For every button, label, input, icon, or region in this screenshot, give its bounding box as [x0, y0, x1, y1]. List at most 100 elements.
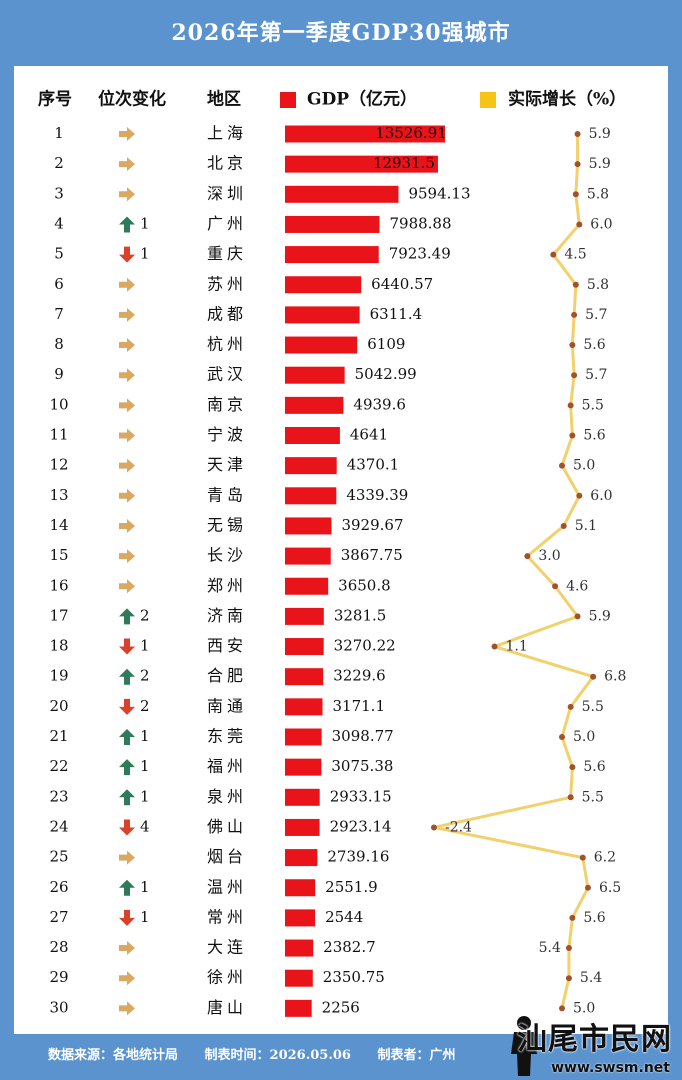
- growth-label: -2.4: [445, 819, 472, 835]
- rank-change-value: 1: [140, 757, 150, 775]
- rank-number: 17: [49, 606, 68, 624]
- city-name: 长沙: [207, 546, 247, 565]
- gdp-bar: [285, 366, 345, 384]
- city-name: 常州: [207, 907, 247, 926]
- city-name: 郑州: [207, 576, 247, 595]
- rank-change-value: 1: [140, 214, 150, 232]
- growth-label: 5.9: [589, 126, 611, 142]
- city-name: 西安: [207, 636, 247, 655]
- table-row: 4 1 广州 7988.88: [54, 214, 452, 233]
- table-row: 29 徐州 2350.75: [49, 968, 385, 987]
- arrow-right-icon: [119, 187, 135, 202]
- growth-point: [579, 854, 586, 861]
- growth-label: 6.8: [604, 669, 626, 685]
- rank-change-value: 2: [140, 667, 150, 685]
- gdp-bar: [285, 577, 329, 595]
- gdp-label: 3229.6: [333, 667, 386, 685]
- growth-label: 5.4: [580, 970, 602, 986]
- header-region: 地区: [207, 89, 241, 110]
- footer: 数据来源：各地统计局 制表时间：2026.05.06 制表者：广州: [48, 1044, 478, 1068]
- growth-point: [559, 734, 565, 740]
- gdp-bar: [285, 607, 324, 625]
- table-row: 13 青岛 4339.39: [49, 485, 408, 505]
- rank-change-value: 1: [140, 637, 150, 655]
- gdp-bar: [285, 457, 337, 475]
- gdp-label: 2923.14: [330, 817, 392, 835]
- gdp-label: 4641: [350, 426, 388, 444]
- legend-gdp-swatch: [280, 92, 296, 108]
- gdp-bar: [285, 939, 314, 957]
- gdp-label: 13526.91: [375, 124, 447, 142]
- rank-number: 3: [54, 184, 64, 202]
- growth-point: [576, 492, 583, 499]
- rank-number: 25: [49, 848, 68, 866]
- arrow-down-icon: [119, 909, 135, 926]
- gdp-bar: [285, 185, 399, 203]
- gdp-label: 5042.99: [355, 365, 417, 383]
- growth-point: [569, 764, 576, 771]
- gdp-bar: [285, 276, 362, 294]
- arrow-right-icon: [119, 307, 135, 322]
- arrow-right-icon: [119, 338, 135, 353]
- gdp-label: 12931.5: [373, 154, 435, 172]
- growth-label: 5.6: [583, 337, 605, 353]
- rank-number: 13: [49, 486, 68, 504]
- growth-point: [565, 975, 572, 982]
- growth-point: [559, 462, 565, 469]
- rank-number: 4: [54, 214, 64, 232]
- table-row: 5 1 重庆 7923.49: [54, 244, 451, 264]
- arrow-up-icon: [119, 729, 135, 745]
- growth-point: [491, 643, 498, 650]
- gdp-label: 2350.75: [323, 968, 385, 986]
- growth-point: [550, 251, 557, 258]
- city-name: 无锡: [207, 515, 247, 534]
- rank-number: 11: [49, 426, 68, 444]
- watermark-text: 汕尾市民网: [517, 1022, 672, 1057]
- city-name: 合肥: [207, 666, 247, 685]
- growth-point: [559, 1005, 565, 1012]
- growth-point: [569, 342, 576, 349]
- growth-point: [574, 613, 581, 620]
- watermark: 汕尾市民网 www.swsm.net: [504, 1014, 674, 1076]
- city-name: 宁波: [207, 425, 247, 444]
- growth-label: 5.5: [582, 699, 604, 715]
- city-name: 苏州: [207, 274, 247, 293]
- gdp-bar: [285, 728, 322, 746]
- arrow-right-icon: [119, 157, 135, 172]
- growth-label: 5.8: [587, 186, 609, 202]
- rank-change-value: 2: [140, 697, 150, 715]
- growth-point: [572, 191, 579, 198]
- city-name: 泉州: [207, 787, 247, 806]
- table-row: 14 无锡 3929.67: [49, 515, 404, 535]
- table-row: 9 武汉 5042.99: [54, 365, 417, 384]
- header-rank: 序号: [38, 89, 72, 110]
- gdp-bar: [285, 818, 320, 836]
- watermark-url: www.swsm.net: [551, 1060, 670, 1076]
- growth-label: 5.5: [582, 397, 604, 413]
- gdp-label: 2551.9: [325, 878, 378, 896]
- arrow-down-icon: [119, 819, 135, 836]
- city-name: 上海: [207, 124, 247, 143]
- growth-point: [567, 703, 574, 710]
- arrow-up-icon: [119, 668, 135, 685]
- growth-label: 4.5: [564, 247, 586, 263]
- growth-point: [572, 281, 579, 288]
- growth-label: 5.9: [589, 156, 611, 172]
- growth-label: 5.6: [583, 910, 605, 926]
- table-row: 3 深圳 9594.13: [54, 184, 471, 203]
- rank-number: 22: [49, 757, 68, 775]
- arrow-up-icon: [119, 789, 135, 806]
- city-name: 南通: [207, 696, 247, 715]
- gdp-bar: [285, 758, 322, 776]
- growth-point: [560, 522, 567, 529]
- page-title: 2026年第一季度GDP30强城市: [171, 20, 511, 46]
- table-row: 17 2 济南 3281.5: [49, 606, 386, 625]
- growth-label: 1.1: [506, 639, 528, 655]
- growth-point: [430, 824, 437, 831]
- rank-number: 12: [49, 456, 68, 474]
- gdp-bar: [285, 849, 318, 867]
- rank-number: 23: [49, 787, 68, 805]
- gdp-bar: [285, 246, 379, 264]
- rank-change-value: 1: [140, 245, 150, 263]
- arrow-right-icon: [119, 488, 135, 503]
